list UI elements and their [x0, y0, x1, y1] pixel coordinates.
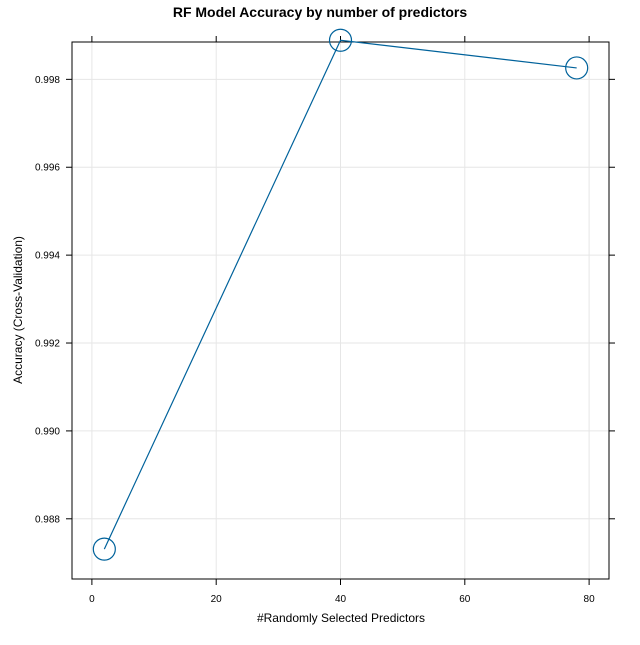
- y-axis-label: Accuracy (Cross-Validation): [11, 236, 25, 384]
- x-tick-label: 0: [89, 594, 95, 605]
- plot-data: [92, 28, 589, 561]
- data-point-marker: [565, 56, 589, 80]
- chart-title: RF Model Accuracy by number of predictor…: [173, 4, 468, 20]
- x-axis-label: #Randomly Selected Predictors: [257, 611, 425, 625]
- data-point-marker: [92, 537, 116, 561]
- x-tick-label: 20: [211, 594, 223, 605]
- x-tick-label: 60: [459, 594, 471, 605]
- grid-lines: [72, 42, 609, 579]
- x-tick-label: 80: [584, 594, 596, 605]
- y-tick-label: 0.990: [35, 426, 60, 437]
- x-tick-label: 40: [335, 594, 347, 605]
- data-point-marker: [328, 28, 353, 52]
- y-tick-label: 0.992: [35, 339, 60, 350]
- y-tick-label: 0.998: [35, 75, 60, 86]
- y-tick-label: 0.996: [35, 163, 60, 174]
- series-line: [103, 39, 577, 550]
- axes: 0 20 40 60 80 0.988 0.990 0.992 0.994 0.996 0.998: [35, 36, 615, 605]
- y-tick-label: 0.988: [35, 514, 60, 525]
- y-tick-label: 0.994: [35, 251, 60, 262]
